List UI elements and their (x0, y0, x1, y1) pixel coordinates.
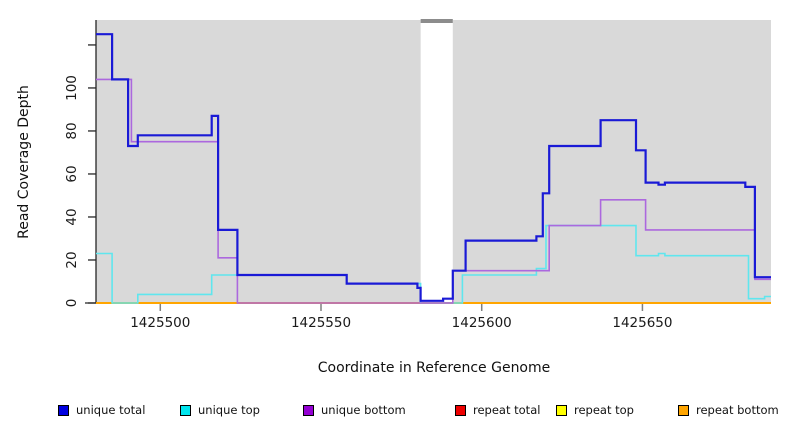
legend-swatch-icon (180, 404, 191, 416)
legend-label: unique bottom (321, 403, 406, 417)
legend-swatch-icon (455, 404, 466, 416)
legend-swatch-icon (678, 404, 689, 416)
legend-item-unique-total: unique total (58, 401, 145, 419)
series-unique-total (96, 33, 771, 302)
legend-label: unique total (76, 403, 146, 417)
legend-swatch-icon (303, 404, 314, 416)
coverage-gap-band (420, 20, 453, 303)
x-tick-label: 1425550 (290, 315, 352, 331)
x-tick-label: 1425650 (612, 315, 673, 331)
coverage-gap-cap (420, 19, 453, 23)
y-tick-label: 40 (64, 208, 80, 226)
legend-label: unique top (198, 403, 260, 417)
legend-swatch-icon (58, 404, 69, 416)
y-tick-label: 80 (64, 122, 80, 140)
legend-item-unique-bottom: unique bottom (303, 401, 406, 419)
legend-label: repeat top (574, 403, 634, 417)
chart-legend: unique total unique top unique bottom repea… (0, 401, 792, 421)
legend-swatch-icon (556, 404, 567, 416)
y-tick-label: 0 (64, 298, 80, 308)
legend-item-repeat-total: repeat total (455, 401, 540, 419)
legend-item-repeat-bottom: repeat bottom (678, 401, 779, 419)
x-axis-title: Coordinate in Reference Genome (317, 360, 551, 376)
y-tick-label: 20 (64, 251, 80, 269)
x-tick-label: 1425600 (451, 315, 512, 331)
y-axis-title: Read Coverage Depth (16, 85, 32, 239)
legend-item-repeat-top: repeat top (556, 401, 634, 419)
x-tick-label: 1425500 (130, 315, 191, 331)
series-unique-bottom (96, 78, 771, 304)
y-tick-label: 60 (64, 165, 80, 183)
legend-label: repeat total (473, 403, 541, 417)
legend-label: repeat bottom (696, 403, 779, 417)
legend-item-unique-top: unique top (180, 401, 260, 419)
y-tick-label: 100 (64, 75, 80, 101)
series-unique-top (96, 224, 771, 304)
